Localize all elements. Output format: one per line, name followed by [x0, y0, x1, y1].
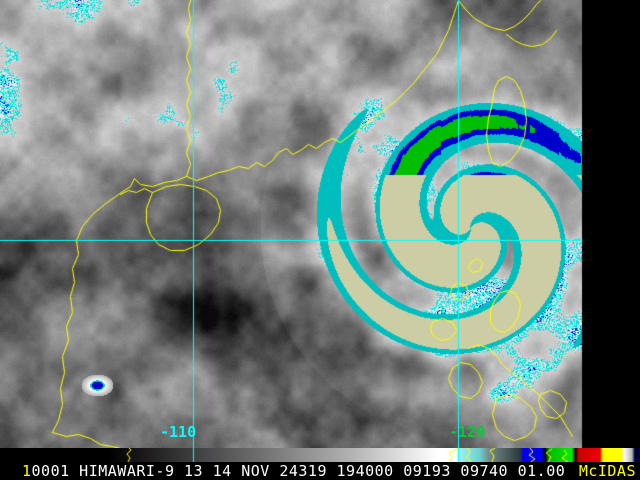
satellite-image-area[interactable]: -110 -120: [0, 0, 640, 448]
status-line: 10001 HIMAWARI-9 13 14 NOV 24319 194000 …: [0, 462, 640, 480]
satellite-image-canvas[interactable]: [0, 0, 640, 448]
gridline-label-longitude-120: -120: [449, 423, 486, 441]
mcidas-branding-label: McIDAS: [578, 462, 636, 480]
frame-marker: 1: [22, 462, 32, 480]
bottom-info-bar: 10001 HIMAWARI-9 13 14 NOV 24319 194000 …: [0, 448, 640, 480]
gridline-label-longitude-110: -110: [160, 423, 197, 441]
status-line-text: 0001 HIMAWARI-9 13 14 NOV 24319 194000 0…: [31, 462, 566, 480]
enhancement-colorbar[interactable]: [0, 448, 640, 462]
